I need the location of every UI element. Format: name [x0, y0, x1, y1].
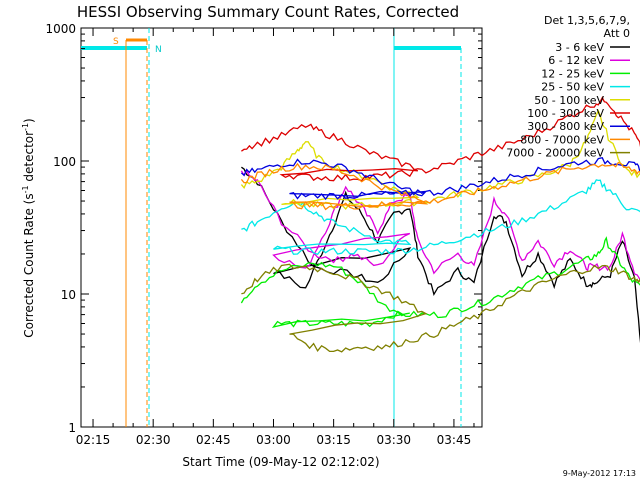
legend-label: 6 - 12 keV: [548, 54, 604, 67]
legend-header-2: Att 0: [604, 27, 630, 40]
series-line: [241, 166, 640, 344]
series-line: [241, 96, 640, 182]
y-axis: 1 10 100 1000: [45, 22, 482, 435]
y-tick-label: 100: [53, 155, 76, 169]
x-tick-label: 03:45: [437, 433, 472, 447]
observing-markers: S N: [81, 28, 462, 427]
legend-label: 12 - 25 keV: [541, 67, 604, 80]
legend-label: 100 - 300 keV: [527, 107, 604, 120]
data-series: [240, 96, 640, 353]
legend-label: 25 - 50 keV: [541, 81, 604, 94]
chart-title: HESSI Observing Summary Count Rates, Cor…: [77, 3, 459, 21]
legend-label: 50 - 100 keV: [534, 94, 604, 107]
series-line: [241, 179, 640, 256]
x-tick-label: 03:00: [256, 433, 291, 447]
series-line: [241, 263, 640, 353]
x-axis: 02:15 02:30 02:45 03:00 03:15 03:30 03:45: [76, 28, 475, 447]
x-tick-label: 03:30: [376, 433, 411, 447]
series-line: [240, 161, 640, 211]
legend-label: 300 - 800 keV: [527, 120, 604, 133]
marker-n-label: N: [155, 45, 162, 55]
series-line: [240, 169, 640, 280]
marker-s-label: S: [113, 37, 119, 47]
y-label-close: ): [22, 118, 36, 123]
y-tick-label: 1: [68, 421, 76, 435]
y-label-main: Corrected Count Rate (s: [22, 193, 36, 337]
y-tick-label: 1000: [45, 22, 76, 36]
y-label-sup: -1: [21, 185, 30, 193]
legend-label: 3 - 6 keV: [555, 41, 604, 54]
x-axis-label: Start Time (09-May-12 02:12:02): [182, 455, 379, 469]
y-label-sup2: -1: [21, 123, 30, 131]
x-tick-label: 02:45: [196, 433, 231, 447]
plot-frame: [80, 27, 483, 428]
footer-timestamp: 9-May-2012 17:13: [563, 469, 636, 478]
x-tick-label: 03:15: [316, 433, 351, 447]
y-label-mid: detector: [22, 131, 36, 186]
legend-header-1: Det 1,3,5,6,7,9,: [544, 14, 630, 27]
y-tick-label: 10: [61, 288, 76, 302]
y-axis-label: Corrected Count Rate (s-1 detector-1): [21, 118, 36, 337]
legend-label: 800 - 7000 keV: [520, 133, 604, 146]
series-line: [240, 236, 640, 329]
legend-label: 7000 - 20000 keV: [506, 147, 604, 160]
series-line: [240, 157, 640, 201]
x-tick-label: 02:30: [136, 433, 171, 447]
x-tick-label: 02:15: [76, 433, 111, 447]
